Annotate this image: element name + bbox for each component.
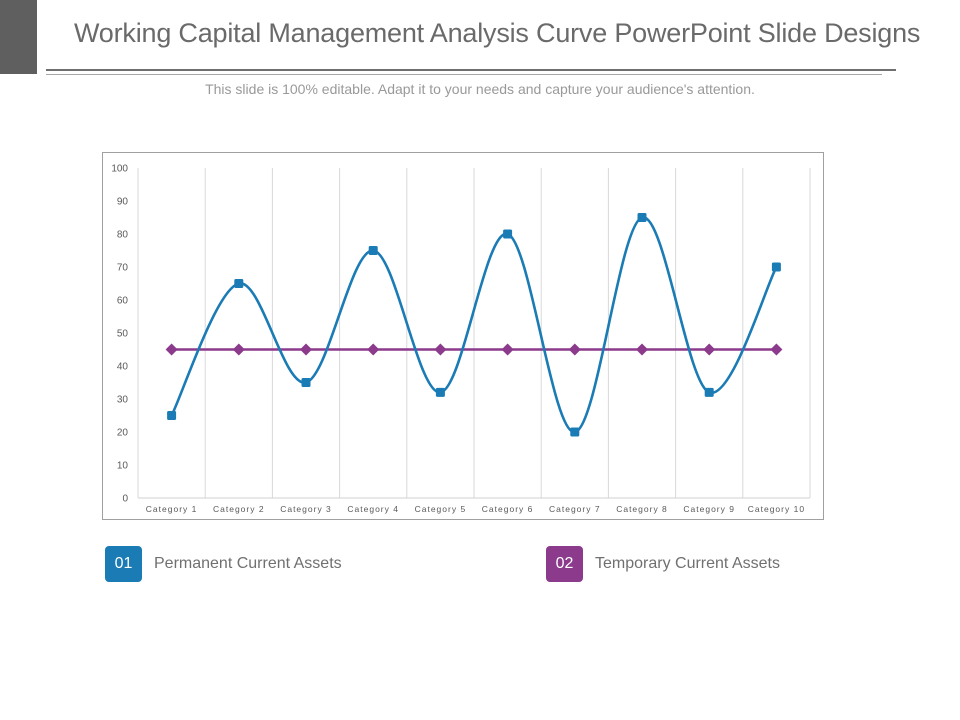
x-tick-label: Category 4 (347, 504, 399, 514)
series-line-permanent-current-assets (170, 216, 778, 434)
data-point-permanent-current-assets (167, 411, 177, 420)
x-tick-label: Category 6 (482, 504, 534, 514)
title-divider-thin (46, 74, 882, 75)
data-point-temporary-current-assets (501, 343, 514, 356)
line-chart: 0 10 20 30 40 50 60 70 80 90 100 Category 1 Category… (111, 164, 811, 514)
y-tick-label: 90 (117, 197, 129, 208)
x-tick-label: Category 9 (683, 504, 735, 514)
legend-label-permanent: Permanent Current Assets (154, 555, 342, 572)
data-point-temporary-current-assets (434, 343, 447, 356)
y-tick-label: 40 (117, 362, 129, 373)
legend-badge-02: 02 (546, 546, 583, 582)
title-divider (46, 69, 896, 71)
x-tick-label: Category 5 (415, 504, 467, 514)
data-point-permanent-current-assets (503, 229, 513, 239)
chart-frame: 0 10 20 30 40 50 60 70 80 90 100 Category 1 Category… (102, 152, 824, 520)
data-point-permanent-current-assets (771, 262, 781, 272)
data-point-temporary-current-assets (770, 343, 783, 356)
y-tick-label: 100 (111, 164, 128, 175)
y-tick-label: 50 (117, 329, 129, 340)
data-point-permanent-current-assets (435, 387, 445, 397)
y-tick-label: 60 (117, 296, 129, 307)
data-point-permanent-current-assets (301, 378, 311, 387)
data-point-temporary-current-assets (165, 343, 178, 356)
legend-label-temporary: Temporary Current Assets (595, 555, 780, 572)
x-tick-label: Category 10 (748, 504, 805, 514)
data-point-temporary-current-assets (568, 343, 581, 356)
data-point-permanent-current-assets (368, 246, 378, 255)
y-tick-label: 70 (117, 263, 129, 274)
data-point-permanent-current-assets (704, 387, 714, 397)
y-tick-label: 0 (122, 494, 128, 505)
legend-badge-01: 01 (105, 546, 142, 582)
title-accent-bar (0, 0, 37, 74)
slide-title: Working Capital Management Analysis Curv… (74, 18, 921, 48)
data-point-temporary-current-assets (232, 343, 245, 356)
y-tick-label: 30 (117, 395, 129, 406)
x-tick-label: Category 3 (280, 504, 332, 514)
data-point-temporary-current-assets (703, 343, 716, 356)
data-point-temporary-current-assets (367, 343, 380, 356)
y-tick-label: 80 (117, 230, 129, 241)
x-tick-label: Category 8 (616, 504, 668, 514)
data-point-permanent-current-assets (637, 213, 647, 222)
x-tick-label: Category 7 (549, 504, 601, 514)
data-point-permanent-current-assets (570, 427, 580, 437)
x-tick-label: Category 2 (213, 504, 265, 514)
slide-subtitle: This slide is 100% editable. Adapt it to… (205, 81, 755, 97)
legend-item-temporary: 02 Temporary Current Assets (546, 546, 780, 582)
x-tick-label: Category 1 (146, 504, 198, 514)
data-point-permanent-current-assets (234, 279, 244, 288)
data-point-temporary-current-assets (300, 343, 312, 356)
data-point-temporary-current-assets (636, 343, 648, 356)
y-tick-label: 20 (117, 428, 129, 439)
y-tick-label: 10 (117, 461, 129, 472)
legend-item-permanent: 01 Permanent Current Assets (105, 546, 342, 582)
